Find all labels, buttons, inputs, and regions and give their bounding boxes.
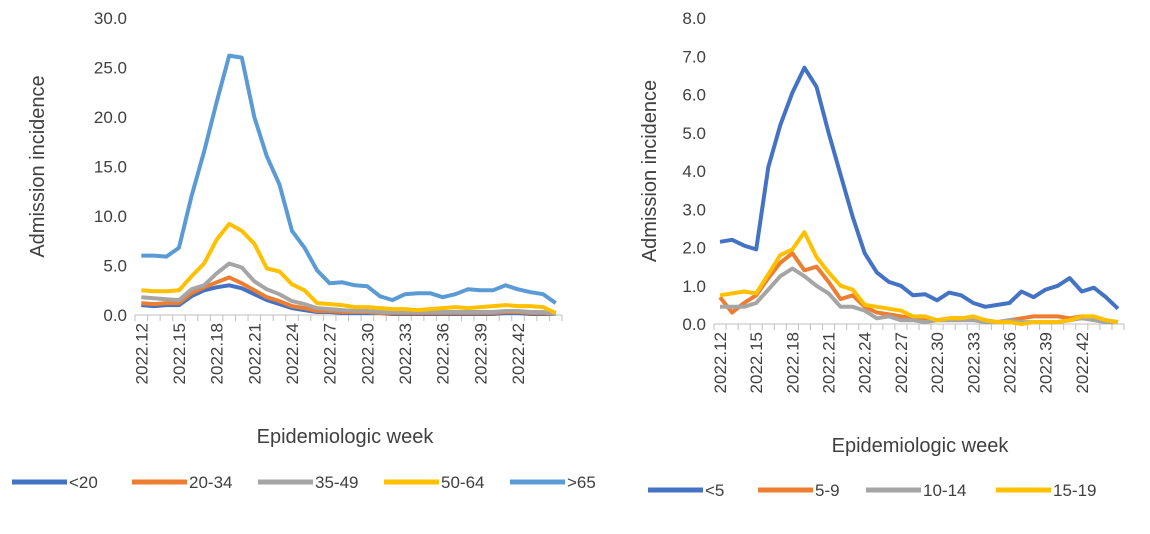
x-tick-label: 2022.21	[245, 323, 264, 384]
x-tick-label: 2022.36	[434, 323, 453, 384]
x-axis-title: Epidemiologic week	[257, 426, 435, 448]
legend-label: 5-9	[815, 481, 840, 500]
legend-label: 50-64	[441, 473, 484, 492]
y-tick-label: 4.0	[682, 162, 706, 181]
x-tick-label: 2022.27	[892, 332, 911, 393]
y-tick-label: 30.0	[94, 9, 127, 28]
x-tick-label: 2022.33	[396, 323, 415, 384]
legend-label: <20	[69, 473, 98, 492]
y-tick-label: 3.0	[682, 200, 706, 219]
legend-label: <5	[705, 481, 724, 500]
legend-label: 35-49	[315, 473, 358, 492]
series-line	[141, 53, 557, 305]
series-line	[719, 230, 1119, 326]
x-tick-label: 2022.18	[783, 332, 802, 393]
series-line	[141, 261, 557, 316]
y-axis-title: Admission incidence	[639, 80, 661, 262]
y-tick-label: 5.0	[682, 124, 706, 143]
y-tick-label: 8.0	[682, 9, 706, 28]
x-tick-label: 2022.12	[132, 323, 151, 384]
legend-label: 10-14	[923, 481, 966, 500]
y-tick-label: 1.0	[682, 277, 706, 296]
y-tick-label: 6.0	[682, 86, 706, 105]
y-tick-label: 25.0	[94, 59, 127, 78]
x-tick-label: 2022.39	[1037, 332, 1056, 393]
legend-label: 20-34	[189, 473, 232, 492]
x-tick-label: 2022.24	[856, 332, 875, 393]
y-tick-label: 2.0	[682, 239, 706, 258]
x-tick-label: 2022.30	[358, 323, 377, 384]
x-tick-label: 2022.42	[509, 323, 528, 384]
x-tick-label: 2022.18	[208, 323, 227, 384]
x-axis-title: Epidemiologic week	[832, 435, 1010, 457]
y-tick-label: 7.0	[682, 47, 706, 66]
x-tick-label: 2022.15	[747, 332, 766, 393]
y-axis-title: Admission incidence	[27, 75, 49, 257]
x-tick-label: 2022.21	[820, 332, 839, 393]
x-tick-label: 2022.15	[170, 323, 189, 384]
y-tick-label: 5.0	[103, 257, 127, 276]
x-tick-label: 2022.39	[471, 323, 490, 384]
x-tick-label: 2022.36	[1000, 332, 1019, 393]
y-tick-label: 0.0	[682, 315, 706, 334]
x-tick-label: 2022.33	[964, 332, 983, 393]
y-tick-label: 0.0	[103, 306, 127, 325]
y-tick-label: 20.0	[94, 108, 127, 127]
x-tick-label: 2022.24	[283, 323, 302, 384]
legend-label: >65	[567, 473, 596, 492]
y-tick-label: 10.0	[94, 207, 127, 226]
x-tick-label: 2022.12	[711, 332, 730, 393]
x-tick-label: 2022.27	[321, 323, 340, 384]
y-tick-label: 15.0	[94, 158, 127, 177]
x-tick-label: 2022.42	[1073, 332, 1092, 393]
series-line	[141, 221, 557, 315]
x-tick-label: 2022.30	[928, 332, 947, 393]
legend-label: 15-19	[1053, 481, 1096, 500]
series-line	[719, 65, 1120, 311]
